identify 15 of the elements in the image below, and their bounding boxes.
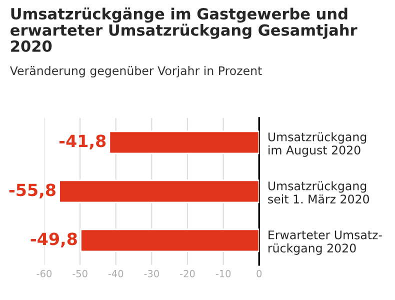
x-tick-label: -60 xyxy=(36,270,52,278)
x-tick-label: 0 xyxy=(256,270,262,278)
x-tick-label: -50 xyxy=(72,270,88,278)
x-tick-label: -10 xyxy=(216,270,231,278)
y-tick-label: Umsatzrückgang im August 2020 xyxy=(268,132,366,157)
x-tick-label: -20 xyxy=(180,270,195,278)
y-tick-label: Erwarteter Umsatz- rückgang 2020 xyxy=(268,230,382,255)
data-label: -41,8 xyxy=(60,134,106,150)
data-label: -49,8 xyxy=(30,232,77,248)
chart-subtitle: Veränderung gegenüber Vorjahr in Prozent xyxy=(10,66,262,78)
y-tick-label: Umsatzrückgang seit 1. März 2020 xyxy=(268,181,370,204)
x-tick-label: -30 xyxy=(144,270,159,278)
x-tick-label: -40 xyxy=(108,270,124,278)
data-label: -55,8 xyxy=(9,184,56,198)
chart-title: Umsatzrückgänge im Gastgewerbe und erwarteter Umsatzrückgang Gesamtjahr 2020 xyxy=(10,8,358,52)
